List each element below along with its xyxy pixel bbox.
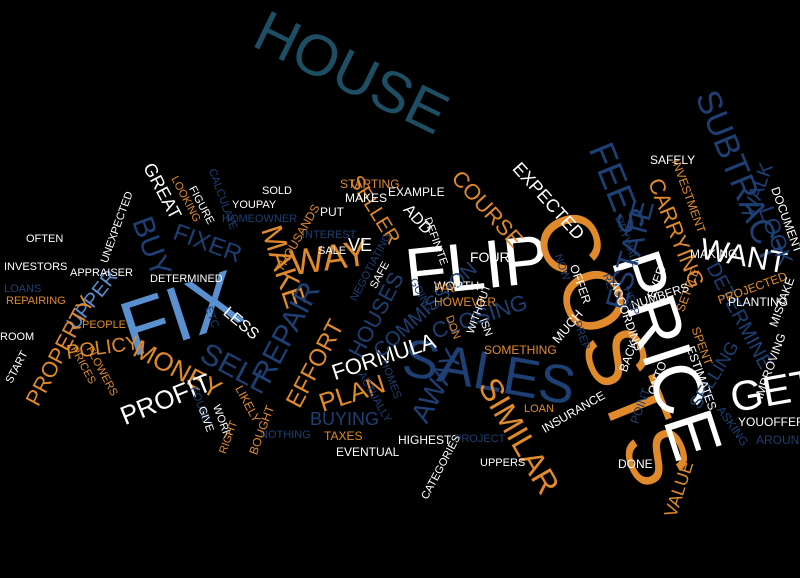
word-loans: LOANS <box>4 283 42 295</box>
word-making: MAKING <box>690 247 738 261</box>
word-often: OFTEN <box>26 233 64 245</box>
word-safely: SAFELY <box>650 153 696 167</box>
word-put: PUT <box>320 205 344 219</box>
word-worth: WORTH <box>434 279 480 293</box>
word-highest: HIGHEST <box>398 433 452 447</box>
word-nothing: NOTHING <box>260 429 311 441</box>
word-buy: BUY <box>125 212 178 282</box>
word-four: FOUR <box>470 249 510 265</box>
word-eventual: EVENTUAL <box>336 445 400 459</box>
word-project: PROJECT <box>454 433 506 445</box>
word-planting: PLANTING <box>728 295 789 309</box>
word-house: HOUSE <box>244 0 459 147</box>
word-uppers: UPPERS <box>480 457 526 469</box>
word-start: START <box>3 348 31 386</box>
word-people: PEOPLE <box>82 319 127 331</box>
word-sold: SOLD <box>262 185 292 197</box>
word-pay: PAY <box>434 281 457 295</box>
word-sale: SALE <box>318 245 347 257</box>
word-youoffer: YOUOFFER <box>738 415 800 429</box>
word-makes: MAKES <box>345 191 388 205</box>
word-youpay: YOUPAY <box>232 199 277 211</box>
word-loan: LOAN <box>524 403 554 415</box>
word-around: AROUND <box>756 433 800 447</box>
word-determined: DETERMINED <box>150 273 223 285</box>
word-interest: INTEREST <box>302 229 357 241</box>
word-example: EXAMPLE <box>388 185 445 199</box>
word-done: DONE <box>618 457 653 471</box>
word-homeowner: HOMEOWNER <box>222 213 298 225</box>
word-starting: STARTING <box>340 177 400 191</box>
word-investors: INVESTORS <box>4 261 68 273</box>
word-however: HOWEVER <box>434 295 497 309</box>
word-ve: VE <box>348 235 373 255</box>
word-repairing: REPAIRING <box>6 295 66 307</box>
word-something: SOMETHING <box>484 343 557 357</box>
word-room: ROOM <box>0 331 35 343</box>
word-taxes: TAXES <box>324 429 363 443</box>
word-appraiser: APPRAISER <box>70 267 133 279</box>
word-buying: BUYING <box>310 409 380 429</box>
